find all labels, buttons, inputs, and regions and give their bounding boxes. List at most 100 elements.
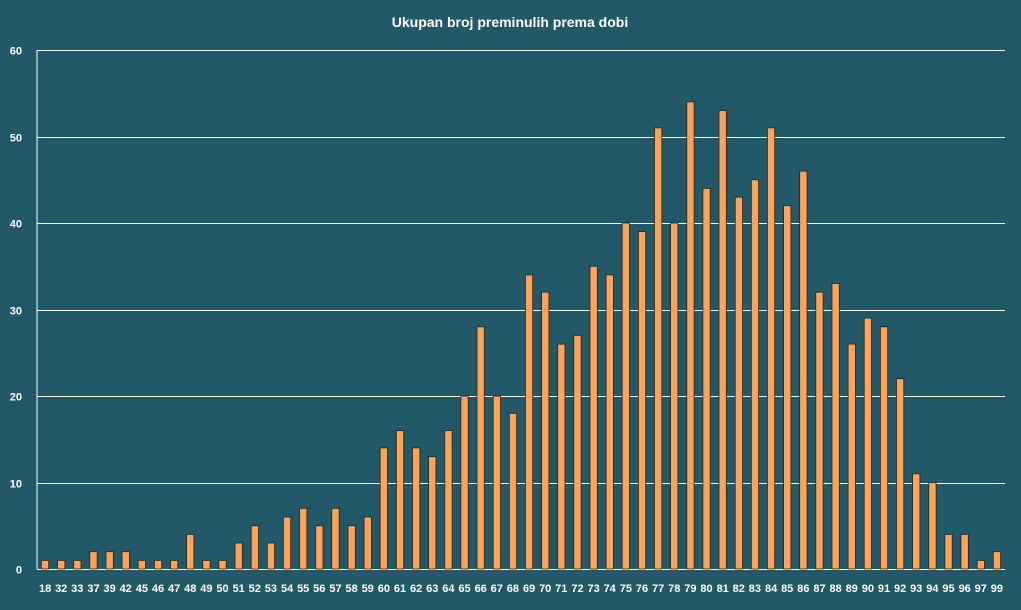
x-tick-label-83: 83 [749,583,761,595]
x-tick-label-49: 49 [200,583,212,595]
bar-65 [460,395,469,570]
x-tick-label-75: 75 [620,583,632,595]
y-tick-label: 20 [10,392,22,404]
bar-60 [379,447,388,570]
y-tick-label: 40 [10,219,22,231]
chart-title: Ukupan broj preminulih prema dobi [392,14,628,30]
bar-68 [508,412,517,570]
bar-54 [282,516,292,570]
x-tick-label-32: 32 [55,583,67,595]
x-tick-label-55: 55 [297,583,309,595]
bar-91 [880,326,889,570]
y-tick-label: 10 [10,479,22,491]
x-tick-label-77: 77 [652,583,664,595]
bar-66 [476,326,485,570]
x-tick-label-47: 47 [168,583,180,595]
y-tick-label: 0 [16,565,22,577]
x-tick-label-82: 82 [733,583,745,595]
bar-87 [815,291,824,570]
bar-59 [363,516,372,570]
x-tick-label-81: 81 [717,583,729,595]
bar-63 [428,456,437,570]
x-tick-label-76: 76 [636,583,648,595]
bar-86 [799,170,808,570]
bar-80 [702,187,711,570]
gridlines [36,50,1005,570]
bar-37 [89,551,98,570]
x-tick-label-33: 33 [71,583,83,595]
bar-96 [960,534,969,570]
bar-84 [767,127,776,570]
bar-90 [863,317,872,570]
x-tick-label-97: 97 [975,583,987,595]
x-tick-label-71: 71 [555,583,567,595]
x-tick-label-84: 84 [765,583,778,595]
x-tick-label-91: 91 [878,583,890,595]
x-tick-label-79: 79 [684,583,696,595]
bar-88 [831,283,840,570]
bar-64 [444,430,453,570]
bar-42 [121,551,130,570]
x-tick-label-51: 51 [233,583,245,595]
x-tick-label-50: 50 [216,583,228,595]
y-axis-tick-labels: 0 10 20 30 40 50 60 [10,46,22,577]
x-tick-label-67: 67 [491,583,503,595]
x-tick-label-95: 95 [942,583,954,595]
bar-89 [847,343,856,570]
bar-99 [992,551,1001,570]
bar-67 [492,395,501,570]
x-tick-label-46: 46 [152,583,164,595]
x-tick-label-54: 54 [281,583,294,595]
x-tick-label-88: 88 [829,583,841,595]
x-tick-label-80: 80 [700,583,712,595]
bar-56 [315,525,324,570]
x-tick-label-72: 72 [571,583,583,595]
y-tick-label: 30 [10,306,22,318]
x-tick-label-58: 58 [345,583,357,595]
y-tick-label: 60 [10,46,22,58]
x-tick-label-62: 62 [410,583,422,595]
x-tick-label-96: 96 [959,583,971,595]
bar-85 [783,205,792,570]
x-tick-label-64: 64 [442,583,455,595]
x-tick-label-78: 78 [668,583,680,595]
bar-69 [525,274,534,570]
x-tick-label-86: 86 [797,583,809,595]
bar-76 [638,231,647,570]
x-tick-label-87: 87 [813,583,825,595]
bar-94 [928,482,937,570]
bars [41,101,1001,570]
x-tick-label-66: 66 [475,583,487,595]
bar-72 [573,334,582,570]
x-tick-label-42: 42 [120,583,132,595]
x-tick-label-56: 56 [313,583,325,595]
x-tick-label-39: 39 [103,583,115,595]
x-tick-label-45: 45 [136,583,148,595]
bar-81 [718,110,727,570]
bar-78 [670,222,679,570]
x-tick-label-37: 37 [87,583,99,595]
bar-75 [621,222,630,570]
bar-50 [218,560,227,570]
bar-51 [234,542,243,570]
x-tick-label-89: 89 [846,583,858,595]
x-tick-label-61: 61 [394,583,406,595]
bar-95 [944,534,953,570]
bar-45 [137,560,146,570]
bar-74 [605,274,614,570]
bar-97 [976,560,985,570]
x-tick-label-18: 18 [39,583,51,595]
x-tick-label-68: 68 [507,583,519,595]
bar-32 [57,560,66,570]
bar-46 [153,560,163,570]
bar-47 [170,560,179,570]
bar-39 [105,551,114,570]
x-tick-label-74: 74 [604,583,617,595]
x-tick-label-70: 70 [539,583,551,595]
bar-70 [541,291,550,570]
x-tick-label-94: 94 [926,583,939,595]
x-tick-label-69: 69 [523,583,535,595]
x-tick-label-48: 48 [184,583,196,595]
